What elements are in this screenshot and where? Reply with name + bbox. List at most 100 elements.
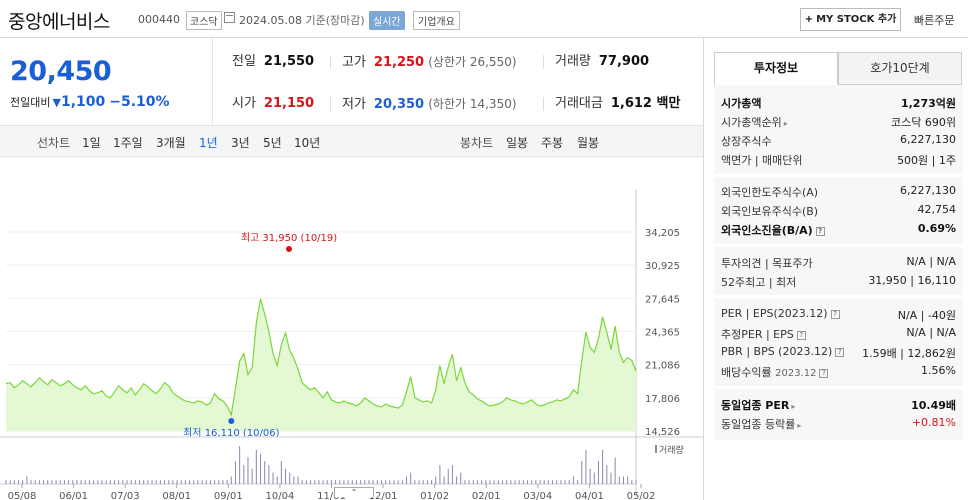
volume-bar	[218, 480, 220, 484]
candle-tab-month[interactable]: 월봉	[577, 136, 600, 150]
x-tick-label: 05/08	[8, 491, 37, 500]
volume-bar	[481, 480, 483, 484]
volume-bar	[197, 480, 199, 484]
volume-bar	[247, 457, 249, 484]
volume-bar	[159, 480, 161, 484]
volume-bar	[151, 480, 153, 484]
info-market-cap: 시가총액 1,273억원	[721, 97, 956, 110]
price-chart[interactable]: 34,205 30,925 27,645 24,365 21,086 17,806 14,5…	[0, 157, 703, 500]
volume-bar	[234, 461, 236, 484]
period-tab-1y[interactable]: 1년	[199, 136, 218, 150]
volume-bar	[51, 480, 53, 484]
volume-bar	[88, 480, 90, 484]
period-tab-1w[interactable]: 1주일	[113, 136, 143, 150]
volume-bar	[264, 461, 266, 484]
volume-bar	[251, 468, 253, 484]
volume-bar	[627, 476, 629, 484]
volume-bar	[230, 476, 232, 484]
tab-order-book[interactable]: 호가10단계	[838, 52, 962, 85]
arrow-right-icon: ▸	[797, 421, 802, 430]
period-tab-5y[interactable]: 5년	[263, 136, 282, 150]
volume-bar	[285, 468, 287, 484]
info-per-eps: PER | EPS(2023.12)? N/A | -40원	[721, 307, 956, 322]
volume-bar	[497, 480, 499, 484]
info-par: 액면가 | 매매단위 500원 | 1주	[721, 154, 956, 167]
price-line	[5, 298, 637, 418]
volume-bar	[268, 465, 270, 484]
volume-bar	[568, 480, 570, 484]
volume-bar	[239, 446, 241, 484]
collapse-chart-button[interactable]: ⌃	[334, 487, 374, 497]
x-tick-label: 03/04	[523, 491, 552, 500]
volume-bar	[518, 480, 520, 484]
volume-bar	[310, 480, 312, 484]
volume-bar	[326, 480, 328, 484]
volume-bar	[272, 472, 274, 484]
volume-bar	[447, 468, 449, 484]
volume-bar	[431, 480, 433, 484]
x-tick-label: 06/01	[59, 491, 88, 500]
volume-bar	[55, 480, 57, 484]
help-icon: ?	[835, 347, 845, 357]
volume-bar	[414, 480, 416, 484]
candle-tab-week[interactable]: 주봉	[541, 136, 564, 150]
volume-bar	[581, 461, 583, 484]
volume-bar	[68, 480, 70, 484]
volume-bar	[606, 465, 608, 484]
volume-bar	[226, 480, 228, 484]
volume-bar	[126, 480, 128, 484]
volume-bar	[201, 480, 203, 484]
stock-header: 중앙에너비스 000440 코스닥 2024.05.08 기준(장마감) 실시간…	[0, 0, 968, 38]
period-tab-3m[interactable]: 3개월	[156, 136, 186, 150]
volume-bar	[364, 480, 366, 484]
volume-bar	[472, 480, 474, 484]
x-tick-label: 01/02	[420, 491, 449, 500]
volume-bar	[406, 476, 408, 484]
volume-bar	[376, 480, 378, 484]
volume-bar	[552, 480, 554, 484]
candle-tab-day[interactable]: 일봉	[506, 136, 529, 150]
volume-bar	[76, 480, 78, 484]
volume-bar	[305, 480, 307, 484]
volume-bar	[93, 480, 95, 484]
volume-bar	[585, 449, 587, 484]
current-price: 20,450	[10, 56, 112, 87]
high-label: 최고 31,950 (10/19)	[241, 232, 337, 244]
realtime-badge[interactable]: 실시간	[369, 11, 405, 30]
volume-bar	[209, 480, 211, 484]
volume-bar	[522, 480, 524, 484]
down-triangle-icon: ▼	[52, 96, 61, 109]
volume-bar	[193, 480, 195, 484]
x-tick-label: 08/01	[162, 491, 191, 500]
company-overview-button[interactable]: 기업개요	[413, 11, 460, 30]
volume-bar	[510, 480, 512, 484]
volume-bar	[614, 457, 616, 484]
volume-bar	[422, 480, 424, 484]
x-tick-label: 12/01	[369, 491, 398, 500]
volume-bar	[610, 472, 612, 484]
period-tab-3y[interactable]: 3년	[231, 136, 250, 150]
add-my-stock-button[interactable]: + MY STOCK 추가	[800, 8, 901, 31]
volume-bar	[280, 461, 282, 484]
candle-chart-label: 봉차트	[460, 136, 494, 150]
volume-bar	[460, 472, 462, 484]
period-tab-1d[interactable]: 1일	[82, 136, 101, 150]
volume-bar	[355, 480, 357, 484]
info-industry-rate: 동일업종 등락률 ▸ +0.81%	[721, 416, 956, 431]
volume-bar	[380, 480, 382, 484]
quick-order-link[interactable]: 빠른주문	[914, 14, 955, 27]
volume-bar	[172, 480, 174, 484]
volume-bar	[501, 480, 503, 484]
volume-bar	[426, 480, 428, 484]
info-foreign-hold: 외국인보유주식수(B) 42,754	[721, 203, 956, 218]
tab-investment-info[interactable]: 투자정보	[714, 52, 838, 85]
high-marker	[286, 246, 292, 252]
volume-bar	[435, 476, 437, 484]
volume-bar	[130, 480, 132, 484]
volume-bar	[63, 480, 65, 484]
volume-bar	[393, 480, 395, 484]
volume-bar	[385, 480, 387, 484]
period-tab-10y[interactable]: 10년	[294, 136, 321, 150]
volume-bar	[113, 480, 115, 484]
volume-bar	[84, 480, 86, 484]
